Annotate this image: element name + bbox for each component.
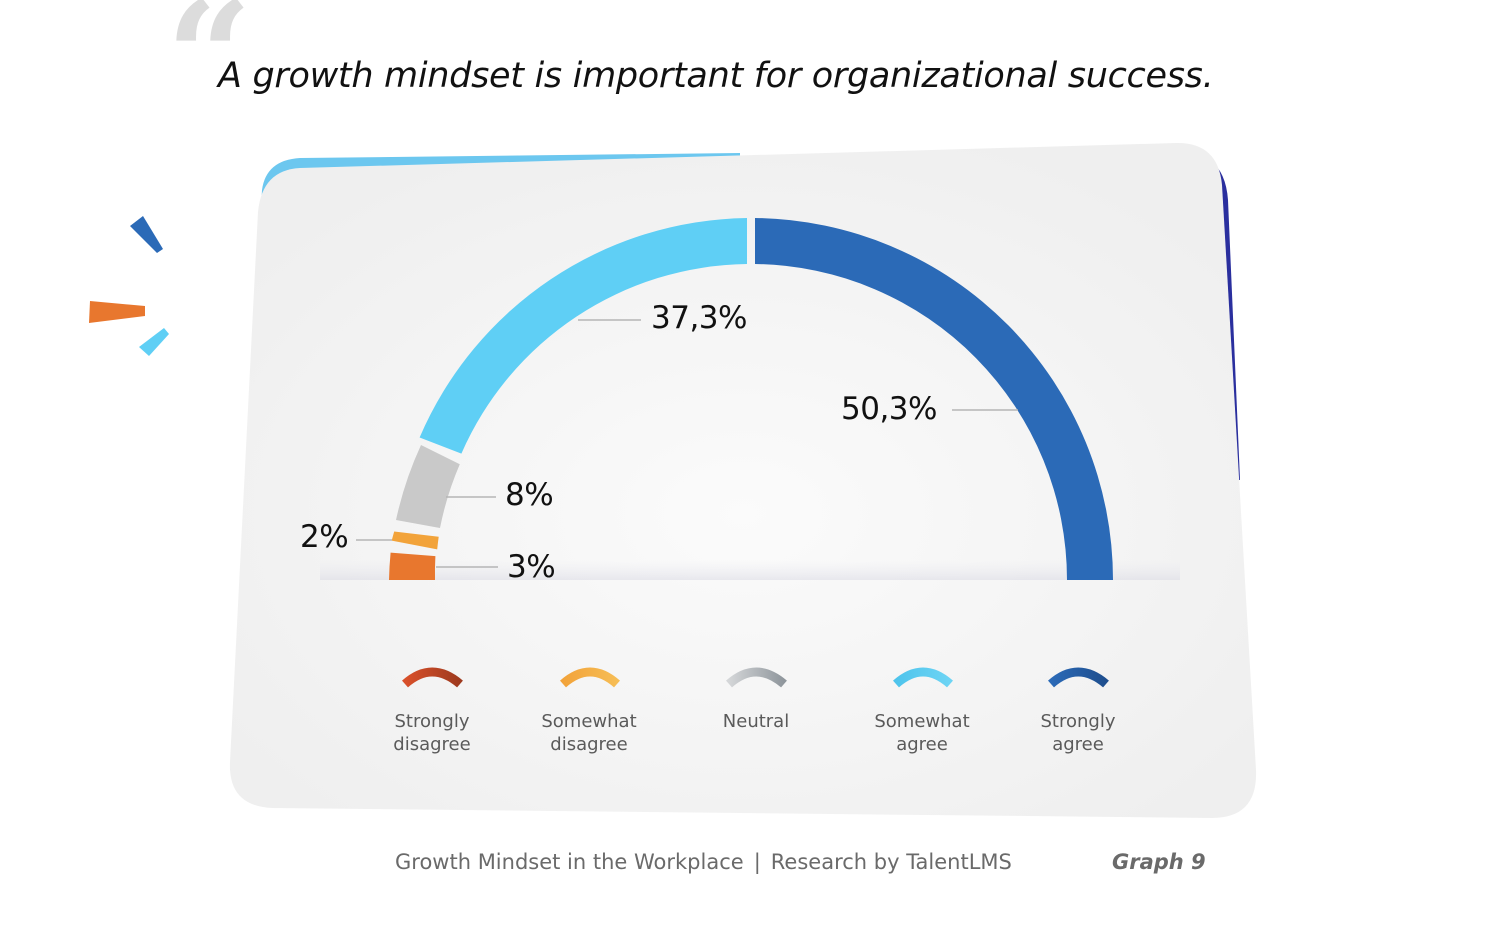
- arc-somewhat-agree: [419, 218, 747, 454]
- card-body: [229, 142, 1257, 818]
- footer-separator: |: [753, 850, 761, 874]
- confetti-decoration: [89, 216, 169, 356]
- gauge-base-shadow: [320, 560, 1180, 580]
- arc-strongly-agree: [755, 218, 1113, 580]
- label-strongly-agree: 50,3%: [841, 391, 937, 427]
- arc-strongly-disagree: [389, 552, 436, 580]
- confetti-orange-icon: [89, 301, 145, 323]
- footer-research-credit: Research by TalentLMS: [770, 850, 1012, 874]
- label-neutral: 8%: [505, 477, 554, 513]
- footer-source: Growth Mindset in the Workplace: [395, 850, 744, 874]
- confetti-blue-icon: [130, 216, 163, 253]
- label-strongly-disagree: 3%: [507, 549, 556, 585]
- footer-credit: Growth Mindset in the Workplace | Research…: [395, 850, 1012, 874]
- label-somewhat-agree: 37,3%: [651, 300, 747, 336]
- label-somewhat-disagree: 2%: [300, 519, 349, 555]
- opening-quote-icon: “: [166, 0, 253, 145]
- legend-swatch-somewhat-agree: [893, 667, 953, 688]
- graph-number: Graph 9: [1112, 850, 1206, 874]
- arc-neutral: [396, 445, 460, 528]
- arc-somewhat-disagree: [391, 531, 439, 550]
- legend-swatch-strongly-disagree: [402, 667, 463, 688]
- chart-title: A growth mindset is important for organi…: [218, 56, 1214, 96]
- legend-swatch-somewhat-disagree: [560, 667, 620, 688]
- confetti-cyan-icon: [139, 328, 169, 356]
- legend-swatch-neutral: [726, 667, 787, 688]
- legend-swatch-strongly-agree: [1048, 667, 1109, 688]
